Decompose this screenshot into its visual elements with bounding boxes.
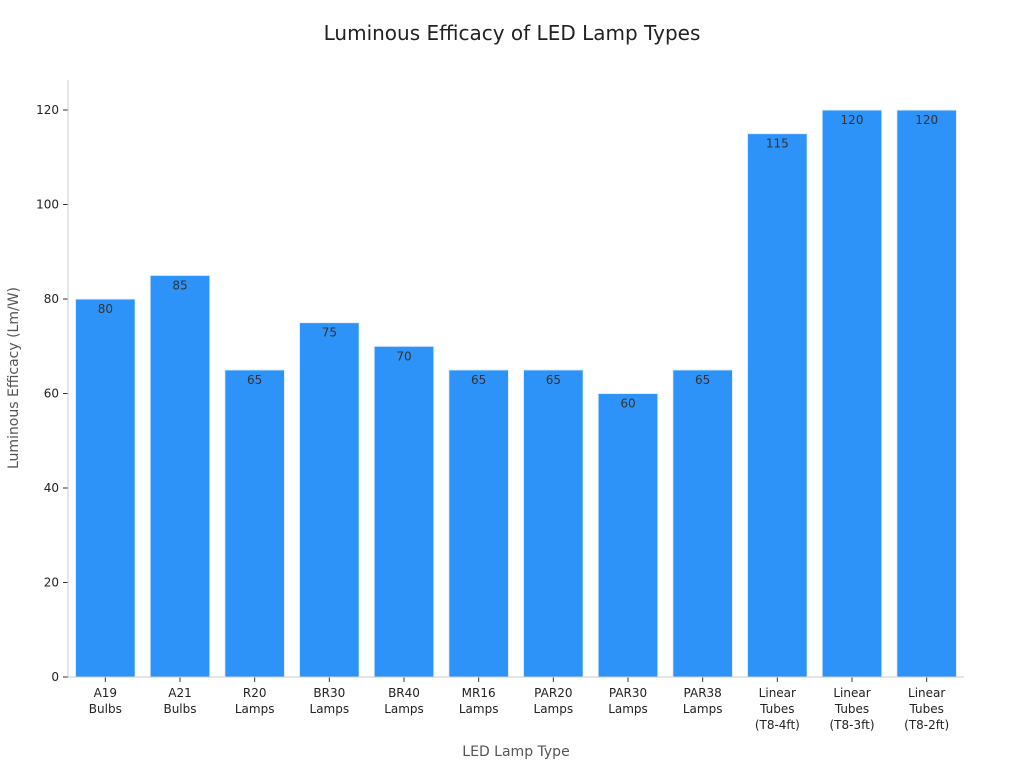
- bar-value-label: 115: [766, 137, 789, 151]
- bar: [373, 345, 435, 678]
- y-tick-label: 60: [44, 387, 59, 401]
- y-tick-label: 120: [36, 103, 59, 117]
- x-tick-label: Linear Tubes (T8-3ft): [829, 686, 874, 732]
- bar-value-label: 120: [841, 113, 864, 127]
- bar: [74, 298, 136, 678]
- chart-title: Luminous Efficacy of LED Lamp Types: [324, 21, 701, 45]
- y-tick-label: 100: [36, 198, 59, 212]
- x-tick-label: BR40 Lamps: [384, 686, 424, 716]
- x-tick-label: Linear Tubes (T8-4ft): [755, 686, 800, 732]
- y-tick-label: 80: [44, 292, 59, 306]
- bar: [149, 274, 211, 678]
- bar-value-label: 65: [695, 373, 710, 387]
- bar: [224, 369, 286, 678]
- x-tick-label: PAR30 Lamps: [608, 686, 648, 716]
- y-axis: 0 20 40 60 80 100 120: [36, 103, 68, 684]
- bar: [746, 133, 808, 678]
- bar-value-label: 80: [98, 302, 113, 316]
- bar: [448, 369, 510, 678]
- x-tick-label: BR30 Lamps: [310, 686, 350, 716]
- x-tick-label: A19 Bulbs: [89, 686, 122, 716]
- bar-value-label: 75: [322, 326, 337, 340]
- x-tick-label: A21 Bulbs: [163, 686, 196, 716]
- bar-value-label: 85: [172, 278, 187, 292]
- x-tick-label: Linear Tubes (T8-2ft): [904, 686, 949, 732]
- x-axis: A19 Bulbs A21 Bulbs R20 Lamps BR30 Lamps BR40 Lam…: [89, 677, 949, 732]
- x-tick-label: MR16 Lamps: [459, 686, 499, 716]
- bar: [672, 369, 734, 678]
- x-tick-label: PAR38 Lamps: [683, 686, 723, 716]
- x-tick-label: R20 Lamps: [235, 686, 275, 716]
- y-tick-label: 0: [51, 670, 59, 684]
- bar: [896, 109, 958, 678]
- y-axis-label: Luminous Efficacy (Lm/W): [6, 287, 22, 469]
- bar-value-label: 60: [620, 397, 635, 411]
- bar-value-label: 65: [471, 373, 486, 387]
- bar-value-label: 65: [247, 373, 262, 387]
- bar-value-label: 65: [546, 373, 561, 387]
- y-tick-label: 40: [44, 481, 59, 495]
- bar: [298, 322, 360, 678]
- x-tick-label: PAR20 Lamps: [534, 686, 574, 716]
- bar: [821, 109, 883, 678]
- x-axis-label: LED Lamp Type: [462, 744, 569, 760]
- bar-value-label: 120: [915, 113, 938, 127]
- y-tick-label: 20: [44, 576, 59, 590]
- bar: [522, 369, 584, 678]
- bars-group: 80 85 65 75 70 65 65 60 65 115 120 120: [74, 109, 958, 678]
- bar: [597, 393, 659, 678]
- bar-value-label: 70: [396, 349, 411, 363]
